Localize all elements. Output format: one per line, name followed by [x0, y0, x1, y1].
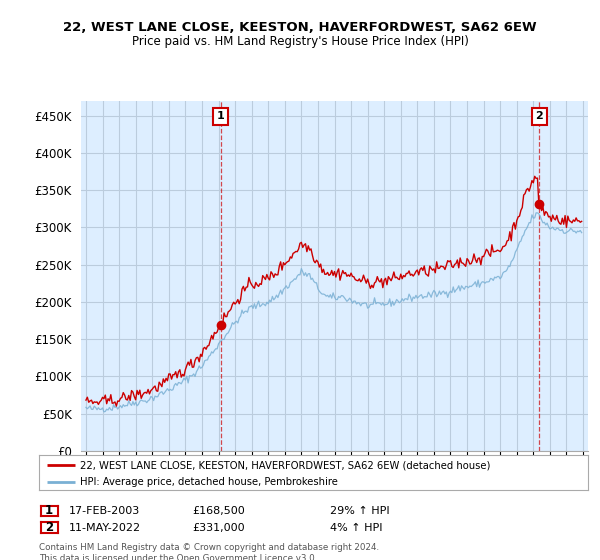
Text: 1: 1 — [45, 504, 53, 517]
Text: 17-FEB-2003: 17-FEB-2003 — [69, 506, 140, 516]
Text: £331,000: £331,000 — [192, 522, 245, 533]
Text: 11-MAY-2022: 11-MAY-2022 — [69, 522, 141, 533]
Text: Contains HM Land Registry data © Crown copyright and database right 2024.
This d: Contains HM Land Registry data © Crown c… — [39, 543, 379, 560]
Text: 22, WEST LANE CLOSE, KEESTON, HAVERFORDWEST, SA62 6EW (detached house): 22, WEST LANE CLOSE, KEESTON, HAVERFORDW… — [80, 460, 491, 470]
Text: 2: 2 — [536, 111, 544, 122]
Text: 22, WEST LANE CLOSE, KEESTON, HAVERFORDWEST, SA62 6EW: 22, WEST LANE CLOSE, KEESTON, HAVERFORDW… — [63, 21, 537, 34]
Text: £168,500: £168,500 — [192, 506, 245, 516]
Text: Price paid vs. HM Land Registry's House Price Index (HPI): Price paid vs. HM Land Registry's House … — [131, 35, 469, 48]
Text: 1: 1 — [217, 111, 224, 122]
Text: 29% ↑ HPI: 29% ↑ HPI — [330, 506, 389, 516]
Text: 4% ↑ HPI: 4% ↑ HPI — [330, 522, 383, 533]
Text: HPI: Average price, detached house, Pembrokeshire: HPI: Average price, detached house, Pemb… — [80, 477, 338, 487]
Text: 2: 2 — [45, 521, 53, 534]
